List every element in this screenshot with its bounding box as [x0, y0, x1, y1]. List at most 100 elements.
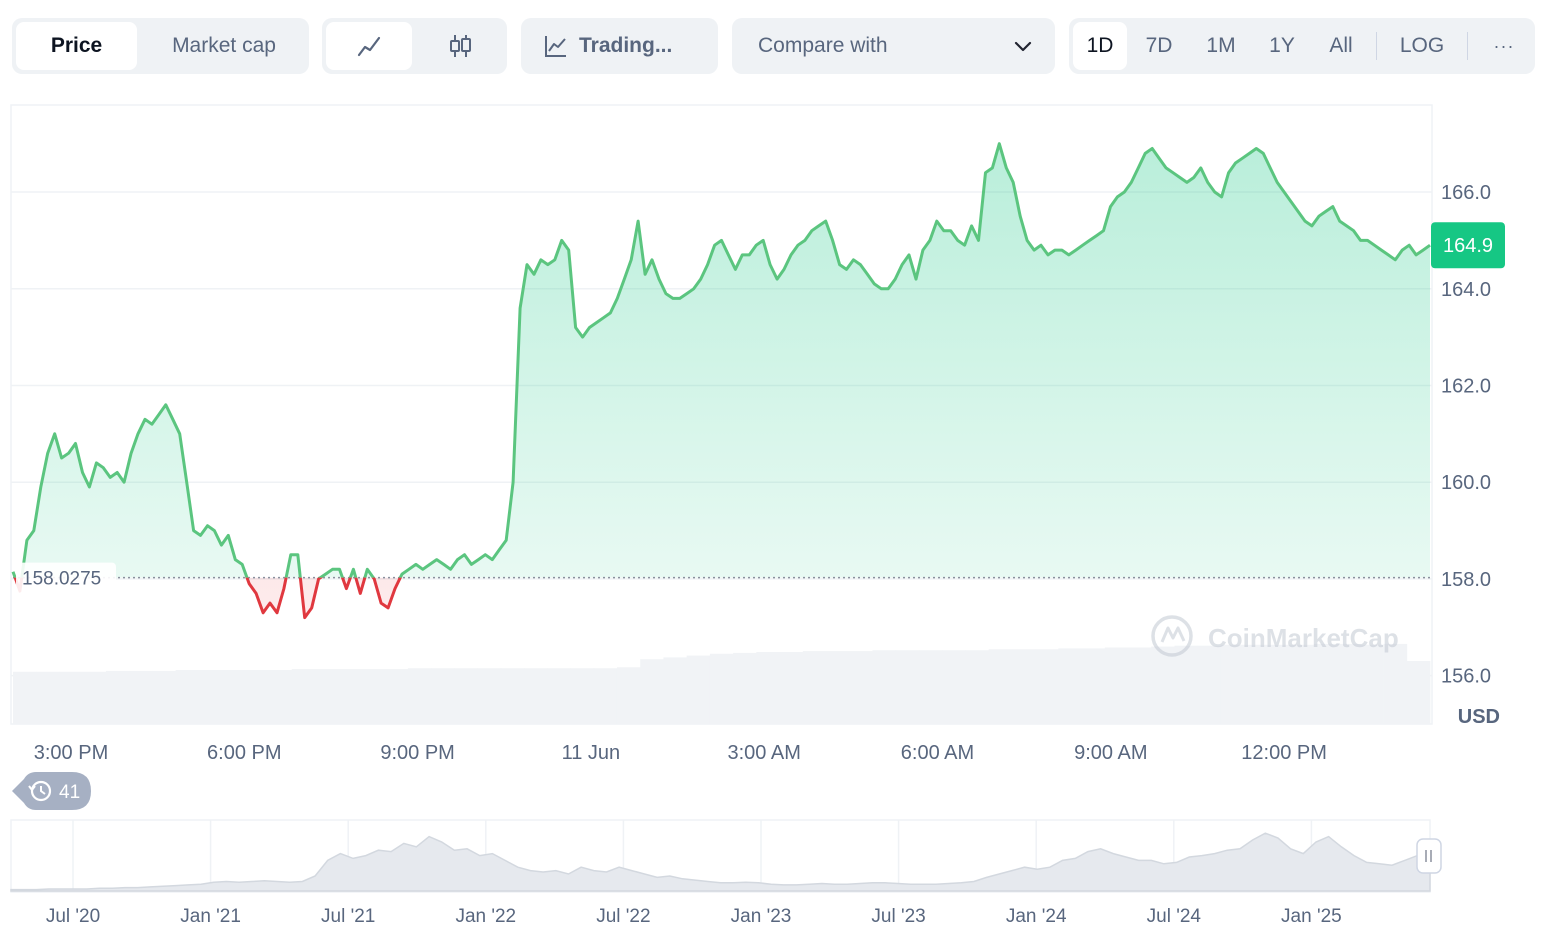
- compare-label: Compare with: [758, 34, 888, 57]
- toolbar-divider: [1376, 32, 1377, 60]
- timeframe-7d[interactable]: 7D: [1145, 34, 1173, 57]
- watermark: CoinMarketCap: [1151, 615, 1399, 657]
- line-chart-icon: [357, 36, 381, 57]
- x-tick-label: 9:00 PM: [380, 742, 454, 764]
- navigator-tick-label: Jan '21: [180, 906, 241, 927]
- navigator-tick-label: Jul '23: [871, 906, 925, 927]
- volume-bar: [779, 652, 804, 724]
- volume-bar: [1104, 647, 1129, 724]
- history-icon: [28, 780, 52, 802]
- volume-bar: [82, 671, 107, 724]
- volume-bar: [105, 670, 130, 724]
- timeframe-all[interactable]: All: [1329, 34, 1353, 57]
- volume-bar: [1244, 644, 1268, 724]
- x-tick-label: 3:00 PM: [34, 742, 108, 764]
- volume-bar: [849, 651, 873, 724]
- price-line-up: [11, 142, 1431, 578]
- navigator-tick-label: Jul '24: [1147, 906, 1202, 927]
- tab-price[interactable]: Price: [16, 22, 137, 70]
- volume-bar: [1220, 644, 1245, 724]
- volume-bar: [918, 650, 943, 724]
- drag-handle-icon[interactable]: [1416, 838, 1442, 874]
- candlestick-button[interactable]: [417, 22, 503, 70]
- navigator-tick-label: Jul '20: [46, 906, 100, 927]
- volume-bar: [477, 668, 502, 724]
- current-price-tag: 164.9: [1431, 222, 1505, 269]
- volume-bar: [268, 670, 293, 724]
- compare-dropdown[interactable]: Compare with: [732, 18, 1055, 74]
- x-tick-label: 11 Jun: [562, 742, 621, 764]
- current-price-value: 164.9: [1443, 235, 1493, 257]
- volume-bar: [407, 668, 432, 724]
- x-tick-label: 6:00 PM: [207, 742, 281, 764]
- chevron-down-icon: [1014, 41, 1032, 52]
- tab-market-cap[interactable]: Market cap: [172, 34, 276, 57]
- volume-bar: [338, 669, 362, 724]
- tradingview-button[interactable]: Trading...: [521, 18, 718, 74]
- x-tick-label: 6:00 AM: [901, 742, 974, 764]
- volume-bar: [314, 669, 339, 724]
- tradingview-label: Trading...: [579, 34, 673, 57]
- timeframe-1y[interactable]: 1Y: [1269, 34, 1295, 57]
- volume-bar: [13, 671, 37, 724]
- y-tick-label: 160.0: [1441, 472, 1491, 494]
- volume-bar: [431, 668, 455, 724]
- more-horizontal-icon[interactable]: ···: [1493, 35, 1515, 56]
- volume-bar: [1128, 647, 1152, 724]
- timeframe-switch: 1D 7D 1M 1Y All LOG ···: [1069, 18, 1535, 74]
- currency-label: USD: [1458, 706, 1500, 728]
- y-tick-label: 162.0: [1441, 375, 1491, 397]
- volume-bar: [1058, 648, 1082, 724]
- x-axis: 3:00 PM 6:00 PM 9:00 PM 11 Jun 3:00 AM 6:00 A…: [34, 742, 1327, 764]
- volume-bar: [547, 668, 571, 724]
- volume-bar: [663, 657, 688, 724]
- volume-bar: [709, 653, 734, 724]
- volume-bar: [756, 652, 780, 724]
- volume-bar: [454, 668, 478, 724]
- volume-bar: [1406, 661, 1431, 724]
- chart-style-switch: [322, 18, 507, 74]
- timeframe-1d[interactable]: 1D: [1073, 22, 1127, 70]
- log-scale-button[interactable]: LOG: [1399, 34, 1445, 57]
- coinmarketcap-logo-icon: [1151, 615, 1193, 657]
- x-tick-label: 3:00 AM: [728, 742, 801, 764]
- volume-bar: [384, 669, 409, 724]
- navigator-tick-label: Jan '24: [1006, 906, 1067, 927]
- y-axis: 156.0 158.0 160.0 162.0 164.0 166.0: [1441, 182, 1491, 688]
- volume-bar: [895, 650, 920, 724]
- history-badge[interactable]: 41: [12, 772, 91, 810]
- trading-view-icon: [545, 36, 566, 57]
- navigator-area: [10, 832, 1431, 892]
- volume-bar: [129, 670, 153, 724]
- price-area-up: [13, 143, 1430, 578]
- volume-bar: [988, 649, 1013, 724]
- volume-bar: [826, 651, 850, 724]
- volume-bar: [965, 650, 990, 724]
- volume-bar: [1313, 643, 1338, 724]
- volume-bar: [1360, 644, 1384, 724]
- navigator-tick-label: Jan '25: [1281, 906, 1342, 927]
- volume-bar: [942, 650, 966, 724]
- volume-bar: [1011, 649, 1036, 724]
- y-tick-label: 156.0: [1441, 666, 1491, 688]
- volume-bar: [616, 667, 641, 724]
- volume-bar: [1267, 644, 1292, 724]
- range-navigator[interactable]: Jul '20 Jan '21 Jul '21 Jan '22 Jul '22 Jan '…: [10, 819, 1442, 927]
- volume-bar: [802, 651, 827, 724]
- watermark-text: CoinMarketCap: [1208, 623, 1399, 653]
- volume-bar: [59, 671, 84, 724]
- line-chart-button[interactable]: [326, 22, 412, 70]
- volume-bar: [291, 669, 316, 724]
- navigator-tick-label: Jan '22: [455, 906, 516, 927]
- volume-bar: [1383, 643, 1408, 724]
- chart-toolbar: Price Market cap Trading... Compare with: [0, 16, 1552, 76]
- navigator-tick-label: Jul '21: [321, 906, 375, 927]
- y-tick-label: 166.0: [1441, 182, 1491, 204]
- volume-bar: [524, 668, 548, 724]
- volume-bar: [500, 668, 525, 724]
- volume-bar: [640, 659, 664, 724]
- timeframe-1m[interactable]: 1M: [1206, 34, 1236, 57]
- navigator-tick-label: Jul '22: [596, 906, 650, 927]
- y-tick-label: 158.0: [1441, 569, 1491, 591]
